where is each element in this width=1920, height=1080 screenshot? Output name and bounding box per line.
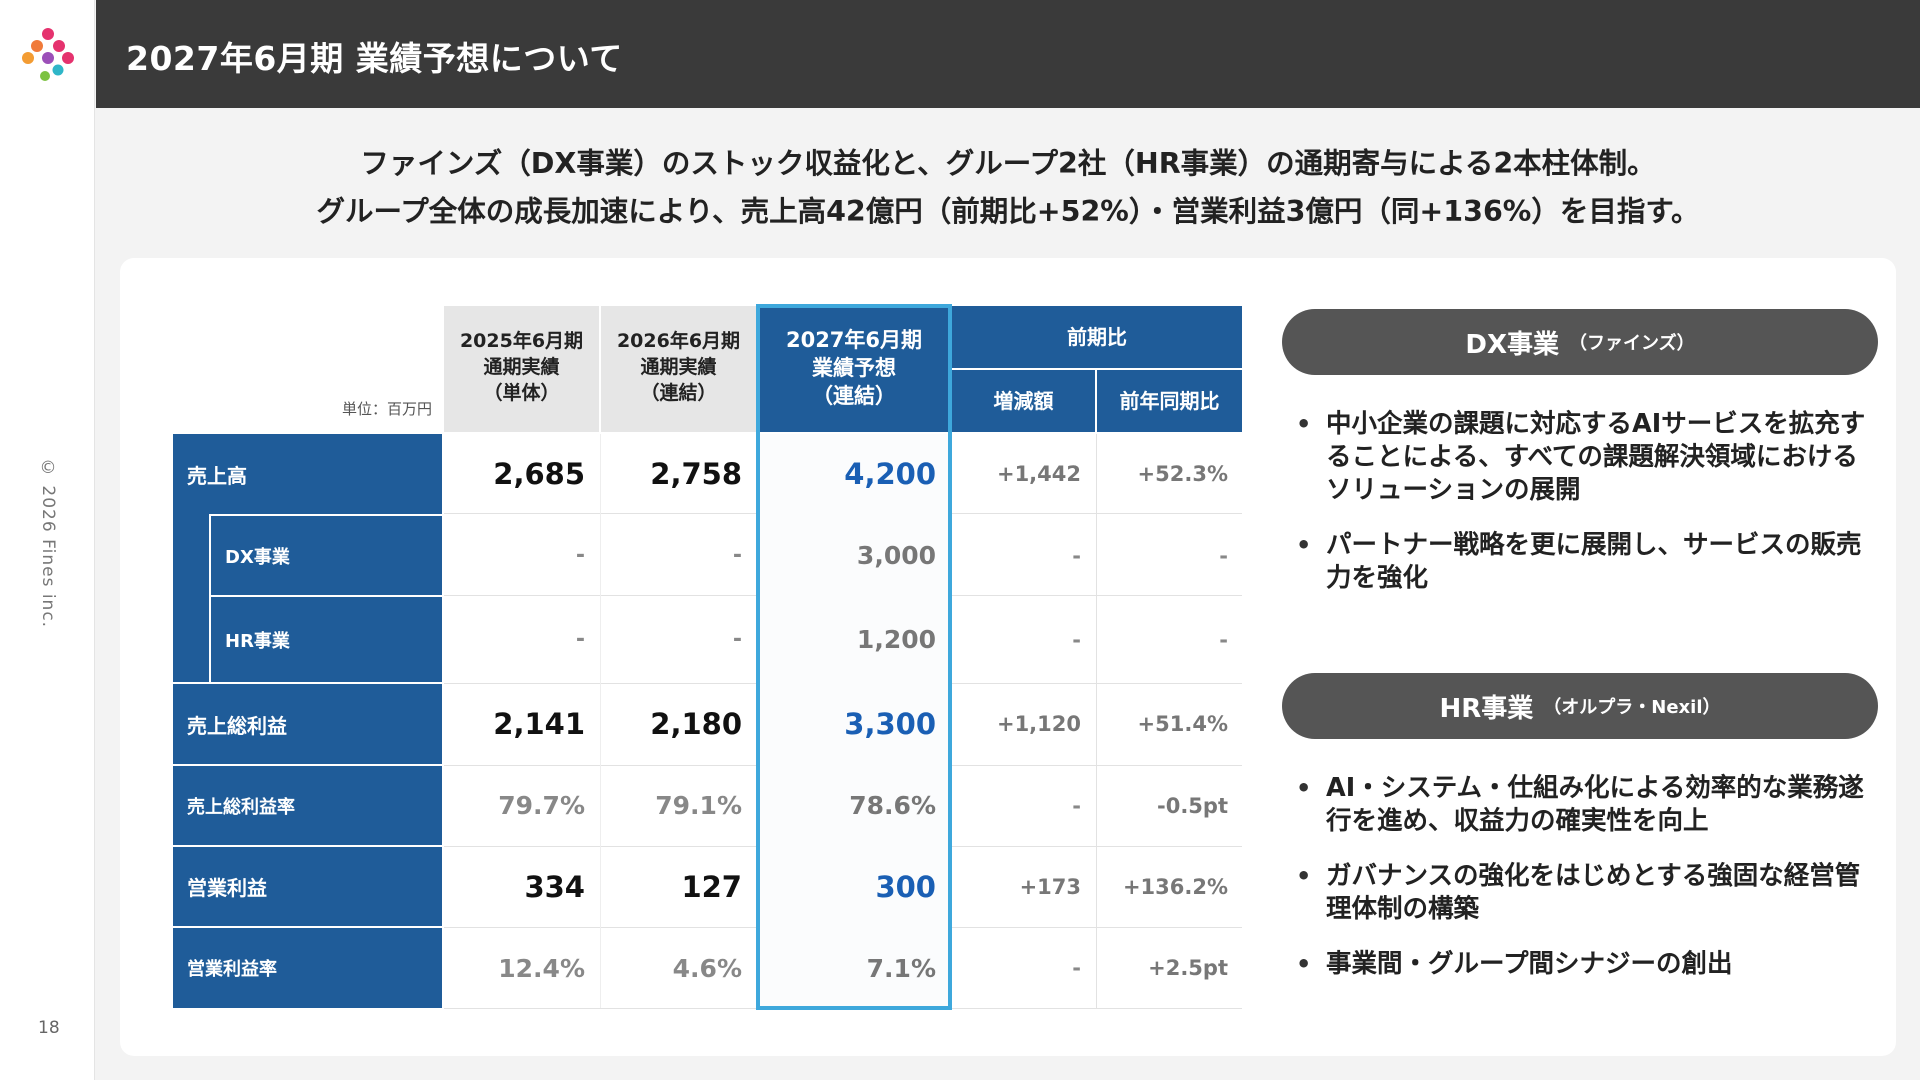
col-divider: [1096, 434, 1097, 1008]
hr-segment-subtitle: （オルプラ・Nexil）: [1543, 697, 1721, 718]
cell-sales-ratio: +52.3%: [1137, 462, 1228, 486]
hr-bullet: ガバナンスの強化をはじめとする強固な経営管理体制の構築: [1290, 860, 1880, 926]
cell-om-fy2026: 4.6%: [672, 953, 742, 983]
cell-hr-ratio: -: [1219, 627, 1228, 652]
hr-bullet-list: AI・システム・仕組み化による効率的な業務遂行を進め、収益力の確実性を向上 ガバ…: [1290, 772, 1880, 1003]
cell-dx-change: -: [1072, 543, 1081, 568]
cell-hr-change: -: [1072, 627, 1081, 652]
cell-dx-fy2025: -: [575, 543, 585, 568]
cell-gp-fy2027: 3,300: [844, 707, 936, 741]
hr-segment-title: HR事業: [1439, 693, 1534, 724]
cell-gm-change: -: [1072, 793, 1081, 818]
row-label-hr: HR事業: [211, 597, 442, 682]
slide-header: 2027年6月期 業績予想について: [96, 0, 1920, 108]
row-divider: [444, 1008, 1242, 1009]
cell-op-fy2027: 300: [875, 869, 936, 904]
sidebar: © 2026 Fines inc. 18: [0, 0, 95, 1080]
row-label-gross-margin: 売上総利益率: [173, 766, 442, 845]
forecast-col-bg: [758, 434, 950, 1008]
col-fy2027-line2: 業績予想: [812, 356, 896, 380]
cell-hr-fy2027: 1,200: [856, 625, 936, 654]
row-label-operating-margin: 営業利益率: [173, 928, 442, 1008]
row-label-gross-margin-text: 売上総利益率: [187, 796, 295, 818]
cell-om-change: -: [1072, 956, 1081, 980]
cell-hr-fy2025: -: [575, 627, 585, 652]
cell-op-fy2025: 334: [524, 869, 585, 904]
unit-label: 単位：百万円: [341, 400, 432, 418]
dx-bullet: 中小企業の課題に対応するAIサービスを拡充することによる、すべての課題解決領域に…: [1290, 408, 1880, 507]
row-label-sales-text: 売上高: [187, 463, 247, 488]
col-divider: [600, 434, 601, 1008]
cell-dx-ratio: -: [1219, 543, 1228, 568]
col-fy2025-line1: 2025年6月期: [459, 330, 584, 352]
cell-gm-fy2025: 79.7%: [498, 791, 585, 820]
row-label-hr-text: HR事業: [225, 630, 290, 652]
lead-line-1: ファインズ（DX事業）のストック収益化と、グループ2社（HR事業）の通期寄与によ…: [360, 147, 1656, 180]
col-header-change: 増減額: [952, 370, 1095, 432]
dx-segment-subtitle: （ファインズ）: [1569, 333, 1695, 354]
fines-logo-icon: [22, 28, 74, 81]
cell-gp-change: +1,120: [996, 712, 1081, 736]
row-label-gross-profit-text: 売上総利益: [187, 713, 287, 738]
cell-dx-fy2026: -: [732, 543, 742, 568]
row-label-gross-profit: 売上総利益: [173, 684, 442, 764]
row-label-dx-text: DX事業: [225, 546, 290, 568]
dx-segment-title: DX事業: [1465, 329, 1559, 360]
dx-bullet-list: 中小企業の課題に対応するAIサービスを拡充することによる、すべての課題解決領域に…: [1290, 408, 1880, 617]
cell-gm-fy2027: 78.6%: [849, 791, 936, 820]
slide-title: 2027年6月期 業績予想について: [126, 39, 623, 78]
copyright-text: © 2026 Fines inc.: [38, 458, 58, 629]
page-number: 18: [38, 1018, 60, 1038]
col-header-fy2025: 2025年6月期 通期実績 （単体）: [444, 306, 599, 432]
hr-bullet: AI・システム・仕組み化による効率的な業務遂行を進め、収益力の確実性を向上: [1290, 772, 1880, 838]
col-fy2025-line3: （単体）: [483, 382, 560, 404]
col-fy2026-line3: （連結）: [640, 382, 717, 404]
dx-bullet: パートナー戦略を更に展開し、サービスの販売力を強化: [1290, 529, 1880, 595]
lead-line-2: グループ全体の成長加速により、売上高42億円（前期比+52%）・営業利益3億円（…: [316, 195, 1700, 228]
hr-bullet: 事業間・グループ間シナジーの創出: [1290, 948, 1880, 981]
col-fy2027-line1: 2027年6月期: [785, 328, 923, 352]
row-label-dx-indent: [173, 514, 209, 682]
row-label-dx: DX事業: [211, 516, 442, 595]
col-header-yoy-ratio: 前年同期比: [1097, 370, 1242, 432]
lead-message: ファインズ（DX事業）のストック収益化と、グループ2社（HR事業）の通期寄与によ…: [96, 140, 1920, 236]
cell-gp-fy2026: 2,180: [650, 707, 742, 741]
col-header-fy2027: 2027年6月期 業績予想 （連結）: [758, 306, 950, 432]
cell-gp-fy2025: 2,141: [493, 707, 585, 741]
col-fy2026-line1: 2026年6月期: [616, 330, 741, 352]
cell-op-change: +173: [1019, 874, 1081, 899]
row-label-operating-margin-text: 営業利益率: [187, 959, 277, 980]
cell-hr-fy2026: -: [732, 627, 742, 652]
col-header-fy2026: 2026年6月期 通期実績 （連結）: [601, 306, 756, 432]
cell-sales-fy2027: 4,200: [844, 457, 936, 491]
dx-segment-pill: DX事業 （ファインズ）: [1282, 309, 1878, 375]
col-fy2027-line3: （連結）: [812, 384, 896, 408]
cell-gm-fy2026: 79.1%: [655, 791, 742, 820]
cell-sales-change: +1,442: [996, 462, 1081, 486]
col-fy2025-line2: 通期実績: [483, 356, 560, 378]
cell-om-fy2025: 12.4%: [498, 953, 585, 983]
cell-op-fy2026: 127: [681, 869, 742, 904]
cell-gm-ratio: -0.5pt: [1157, 793, 1228, 818]
row-label-operating-profit-text: 営業利益: [187, 876, 267, 900]
col-header-yoy-group: 前期比: [952, 306, 1242, 368]
cell-dx-fy2027: 3,000: [856, 541, 936, 570]
cell-gp-ratio: +51.4%: [1137, 712, 1228, 736]
cell-om-ratio: +2.5pt: [1148, 956, 1228, 980]
cell-op-ratio: +136.2%: [1122, 874, 1228, 899]
row-label-operating-profit: 営業利益: [173, 847, 442, 926]
cell-om-fy2027: 7.1%: [866, 953, 936, 983]
row-label-sales: 売上高: [173, 434, 442, 514]
hr-segment-pill: HR事業 （オルプラ・Nexil）: [1282, 673, 1878, 739]
cell-sales-fy2026: 2,758: [650, 457, 742, 491]
cell-sales-fy2025: 2,685: [493, 457, 585, 491]
col-fy2026-line2: 通期実績: [640, 356, 717, 378]
